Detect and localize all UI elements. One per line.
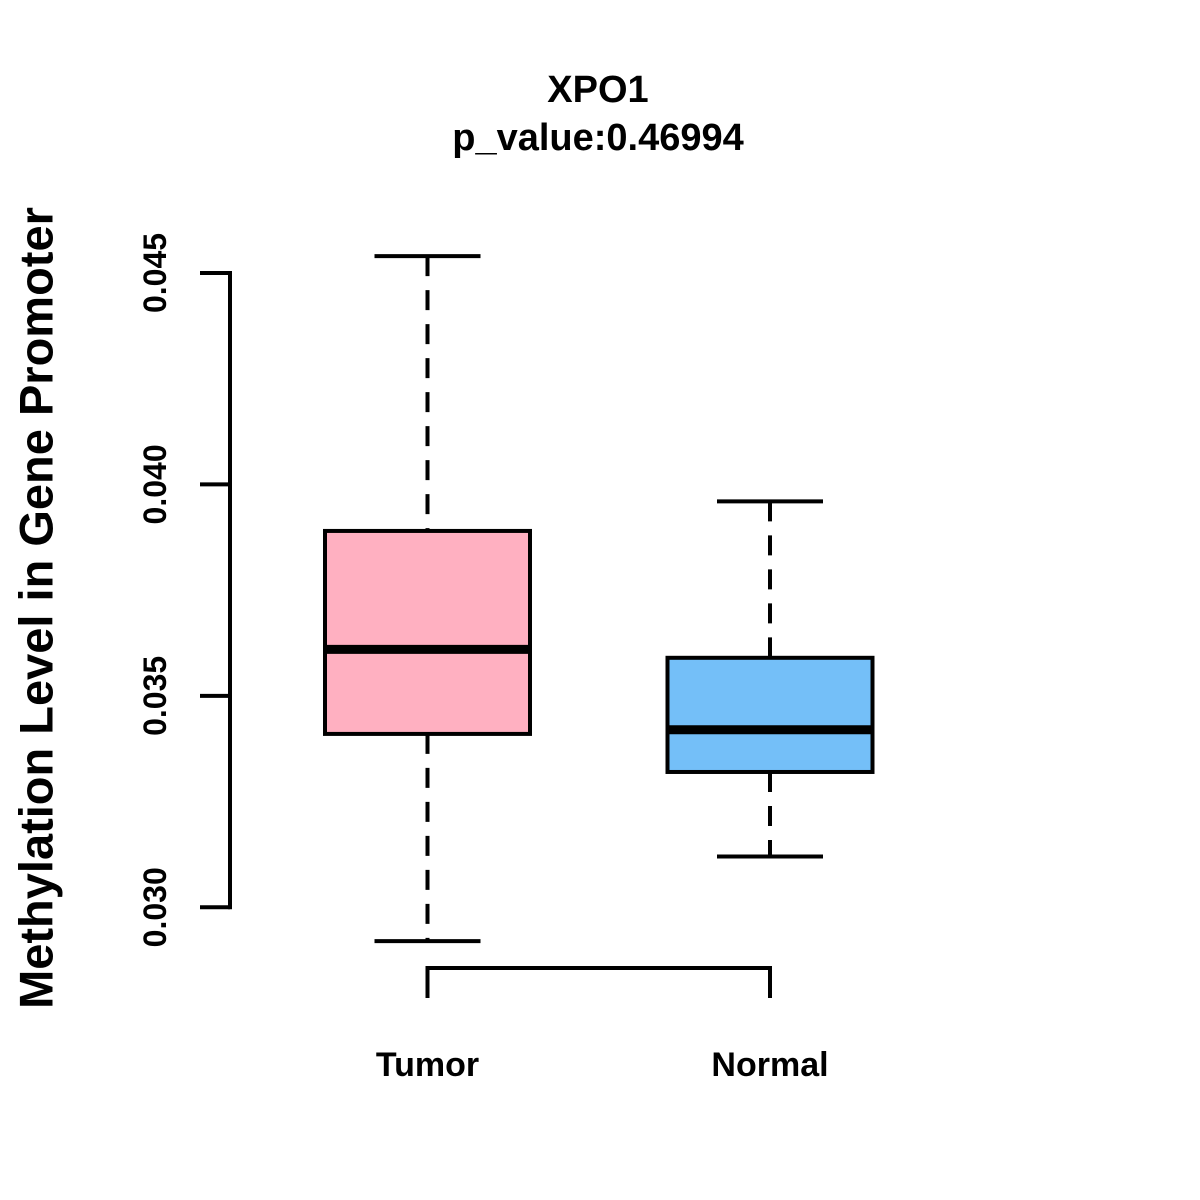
y-axis-title: Methylation Level in Gene Promoter — [9, 207, 63, 1009]
x-axis-bracket — [425, 966, 772, 998]
y-axis-tick-label-2: 0.040 — [137, 444, 173, 524]
y-axis-tick-label-0: 0.030 — [137, 867, 173, 947]
x-axis-group-label-tumor: Tumor — [376, 1046, 479, 1084]
chart-subtitle-pvalue: p_value:0.46994 — [452, 117, 744, 159]
iqr-box-tumor — [323, 528, 532, 736]
y-axis-tick-label-3: 0.045 — [137, 233, 173, 313]
chart-title: XPO1 — [547, 69, 649, 111]
iqr-box-normal — [665, 655, 875, 774]
x-axis-group-label-normal: Normal — [711, 1046, 828, 1084]
chart-title-block: XPO1 p_value:0.46994 — [452, 66, 744, 162]
y-axis-tick-label-1: 0.035 — [137, 656, 173, 736]
